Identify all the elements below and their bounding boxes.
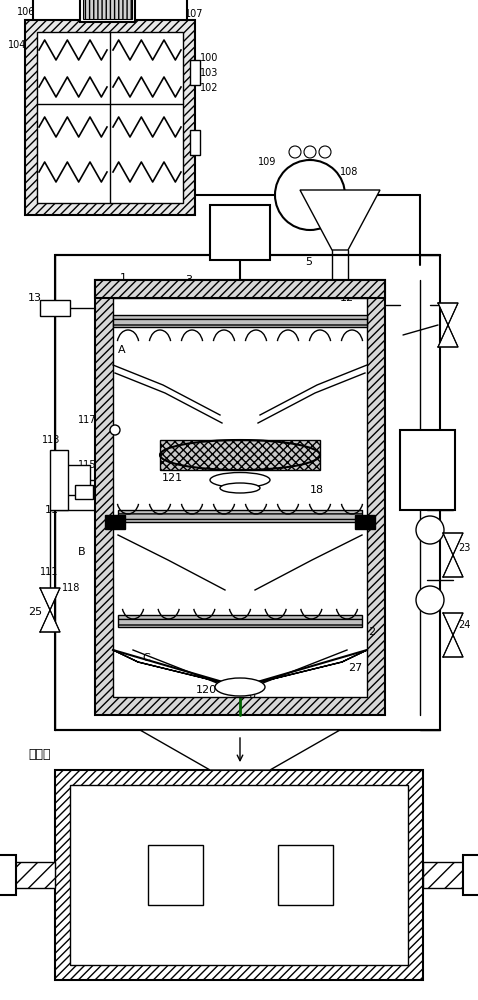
- Text: 113: 113: [42, 435, 60, 445]
- Circle shape: [110, 425, 120, 435]
- Bar: [118, 615, 362, 627]
- Text: 117: 117: [78, 415, 97, 425]
- Text: 1: 1: [120, 273, 127, 283]
- Text: 7: 7: [232, 226, 240, 238]
- Bar: [95, 280, 385, 298]
- Text: 23: 23: [458, 543, 470, 553]
- Text: 104: 104: [8, 40, 26, 50]
- Bar: [190, 130, 200, 155]
- Bar: [423, 862, 463, 888]
- Text: 121: 121: [162, 473, 183, 483]
- Ellipse shape: [210, 473, 270, 488]
- Polygon shape: [40, 610, 60, 632]
- Bar: [55, 770, 423, 980]
- Circle shape: [304, 146, 316, 158]
- Text: 22: 22: [440, 305, 454, 315]
- Text: 25: 25: [28, 607, 42, 617]
- Text: 118: 118: [62, 583, 80, 593]
- Text: 18: 18: [310, 485, 324, 495]
- Bar: [210, 205, 270, 260]
- Text: 102: 102: [200, 83, 218, 93]
- Bar: [70, 785, 408, 965]
- Polygon shape: [40, 588, 60, 610]
- Bar: [80, 0, 135, 22]
- Polygon shape: [300, 190, 380, 250]
- Polygon shape: [443, 613, 463, 635]
- Text: 101: 101: [105, 3, 123, 13]
- Polygon shape: [140, 730, 340, 770]
- Text: 24: 24: [458, 620, 470, 630]
- Bar: [83, 0, 132, 19]
- Text: 5: 5: [305, 257, 312, 267]
- Text: 13: 13: [28, 293, 42, 303]
- Bar: [160, 440, 320, 470]
- Bar: [62, 465, 90, 495]
- Circle shape: [416, 586, 444, 614]
- Text: 7: 7: [232, 227, 240, 239]
- Text: B: B: [78, 547, 86, 557]
- Text: 107: 107: [185, 9, 204, 19]
- Circle shape: [319, 146, 331, 158]
- Bar: [118, 510, 362, 522]
- Text: A: A: [118, 345, 126, 355]
- Circle shape: [275, 160, 345, 230]
- Bar: [25, 20, 195, 215]
- Bar: [0, 855, 16, 895]
- Bar: [278, 845, 333, 905]
- Text: 14: 14: [442, 455, 456, 465]
- Bar: [148, 845, 203, 905]
- Bar: [113, 315, 367, 327]
- Polygon shape: [443, 555, 463, 577]
- Bar: [40, 300, 70, 316]
- Text: 116: 116: [404, 463, 423, 473]
- Ellipse shape: [160, 440, 320, 470]
- Text: 12: 12: [340, 293, 354, 303]
- Text: 109: 109: [258, 157, 276, 167]
- Circle shape: [289, 146, 301, 158]
- Text: 100: 100: [200, 53, 218, 63]
- Ellipse shape: [215, 678, 265, 696]
- Polygon shape: [443, 533, 463, 555]
- Text: 116: 116: [408, 465, 429, 475]
- Ellipse shape: [220, 483, 260, 493]
- Text: 3: 3: [185, 275, 192, 285]
- Bar: [105, 515, 125, 529]
- Text: 106: 106: [17, 7, 35, 17]
- Polygon shape: [113, 650, 240, 687]
- Polygon shape: [438, 325, 458, 347]
- Text: 115: 115: [78, 460, 97, 470]
- Bar: [463, 855, 478, 895]
- Bar: [55, 255, 440, 730]
- Text: C: C: [142, 653, 150, 663]
- Text: 27: 27: [348, 663, 362, 673]
- Text: 压板机: 压板机: [28, 748, 51, 762]
- Text: 6: 6: [248, 690, 255, 700]
- Bar: [95, 280, 385, 715]
- Bar: [400, 430, 455, 510]
- Text: 11: 11: [45, 505, 59, 515]
- Text: 108: 108: [340, 167, 358, 177]
- Bar: [355, 515, 375, 529]
- Polygon shape: [443, 635, 463, 657]
- Bar: [113, 298, 367, 697]
- Circle shape: [416, 516, 444, 544]
- Bar: [15, 862, 55, 888]
- Polygon shape: [438, 303, 458, 325]
- Bar: [75, 485, 93, 499]
- Bar: [37, 32, 183, 203]
- Bar: [50, 450, 68, 510]
- Polygon shape: [240, 650, 367, 687]
- Text: 2: 2: [368, 627, 375, 637]
- Text: 111: 111: [40, 567, 58, 577]
- Text: 103: 103: [200, 68, 218, 78]
- Bar: [190, 60, 200, 85]
- Text: 120: 120: [196, 685, 217, 695]
